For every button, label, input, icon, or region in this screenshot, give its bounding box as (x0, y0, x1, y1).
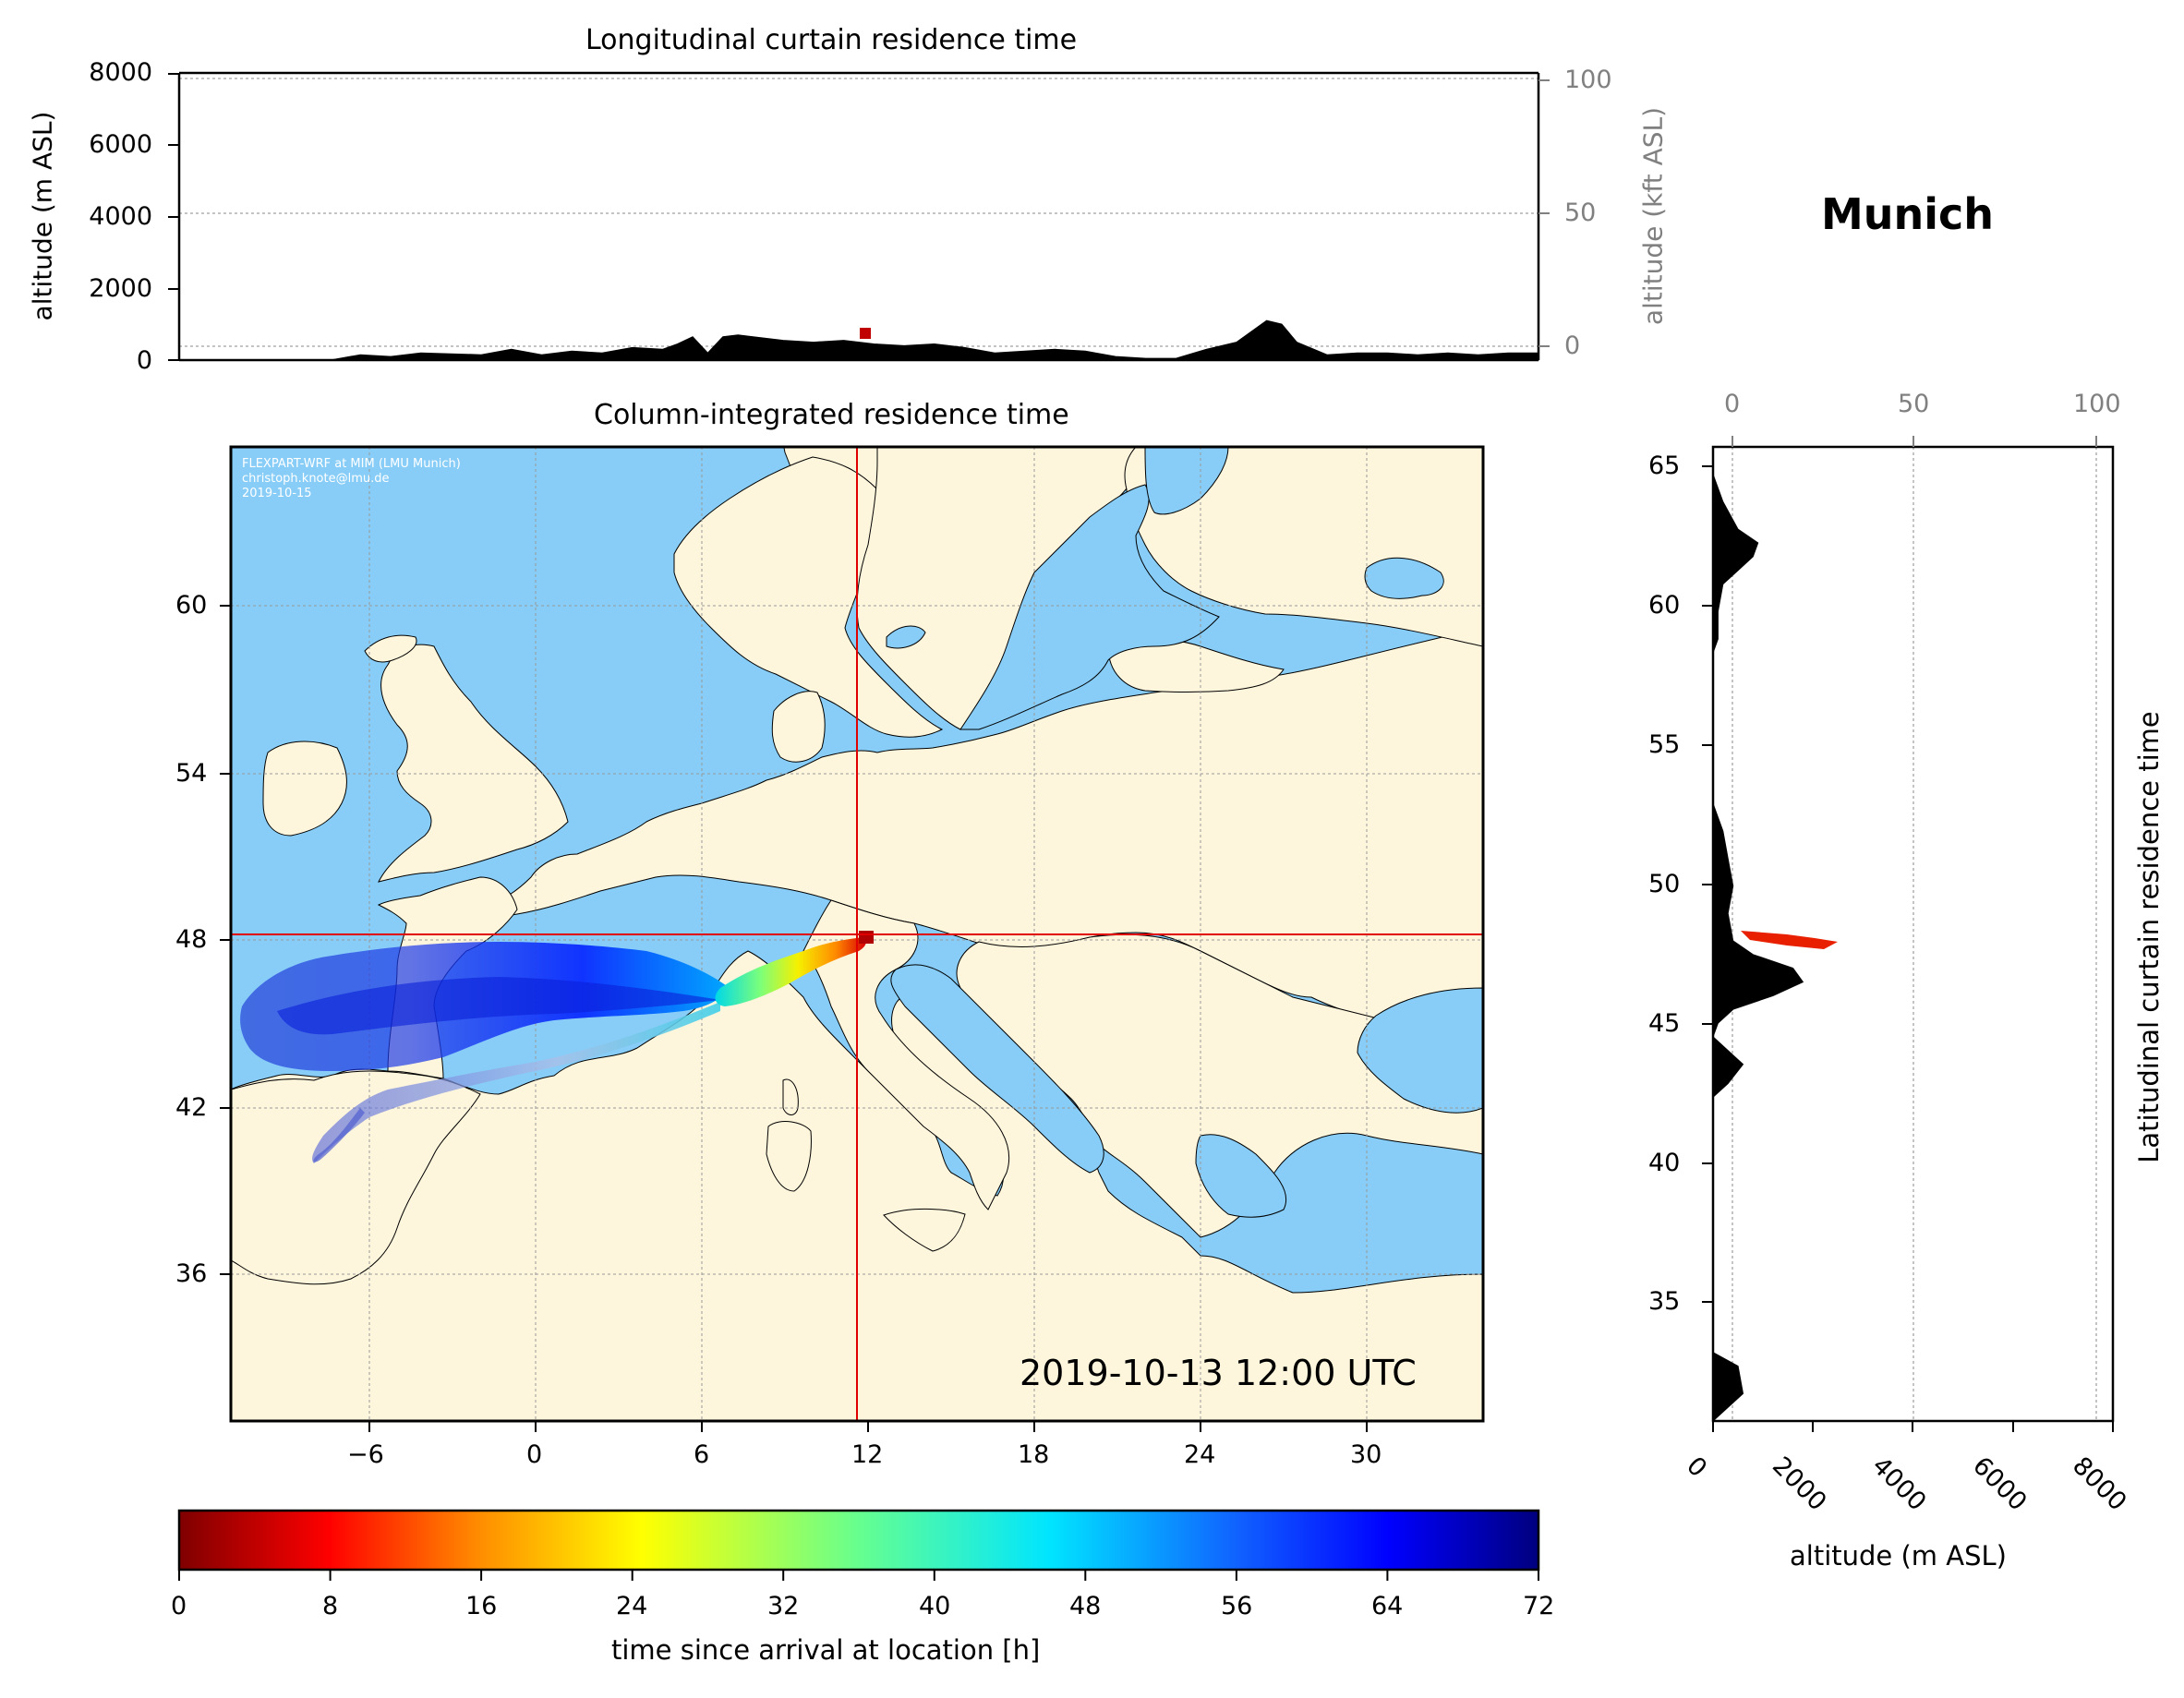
cbar-tick-0: 0 (171, 1592, 187, 1620)
top-ytick-4000: 4000 (89, 202, 152, 231)
credit-line-3: 2019-10-15 (242, 487, 312, 500)
credit-line-1: FLEXPART-WRF at MIM (LMU Munich) (242, 457, 461, 471)
baltic-sea (959, 484, 1220, 730)
right-y-ticks (1702, 465, 1713, 1303)
right-top-xtick-50: 50 (1898, 390, 1930, 418)
plume-core-band (277, 977, 720, 1035)
colorbar-label: time since arrival at location [h] (611, 1634, 1041, 1666)
map-y-ticks (220, 605, 231, 1275)
sardinia-land (766, 1121, 812, 1192)
map-xtick-24: 24 (1184, 1440, 1216, 1469)
colorbar-ticks (178, 1570, 1539, 1581)
top-terrain-area (179, 319, 1539, 361)
lake-ladoga (1364, 557, 1444, 599)
sicily-land (883, 1208, 966, 1252)
map-water-features (886, 447, 1483, 1218)
map-ytick-60: 60 (175, 591, 208, 620)
lake-vanern (886, 625, 926, 649)
top-panel (168, 71, 1550, 362)
right-plume-marker (1741, 931, 1838, 949)
top-ylabel-left: altitude (m ASL) (27, 111, 58, 321)
colorbar (177, 1509, 1540, 1581)
plume-source-marker (859, 931, 874, 944)
cbar-tick-24: 24 (616, 1592, 648, 1620)
denmark-jutland (771, 691, 826, 763)
right-ytick-45: 45 (1648, 1009, 1681, 1038)
colorbar-gradient (177, 1509, 1540, 1572)
right-xlabel: altitude (m ASL) (1790, 1540, 2007, 1572)
gulf-of-bothnia (1144, 447, 1229, 515)
cbar-tick-8: 8 (322, 1592, 339, 1620)
cbar-tick-40: 40 (919, 1592, 951, 1620)
map-ytick-36: 36 (175, 1259, 208, 1288)
credit-line-2: christoph.knote@lmu.de (242, 472, 390, 486)
right-x-ticks-bottom (1712, 1421, 2114, 1432)
top-ytick-8000: 8000 (89, 58, 152, 87)
map-xtick-12: 12 (851, 1440, 884, 1469)
cbar-tick-16: 16 (465, 1592, 498, 1620)
cbar-tick-64: 64 (1371, 1592, 1404, 1620)
right-ytick-65: 65 (1648, 452, 1681, 480)
map-ytick-48: 48 (175, 925, 208, 954)
top-ytick-6000: 6000 (89, 130, 152, 159)
map-xtick-6: 6 (694, 1440, 710, 1469)
top-rtick-100: 100 (1564, 66, 1612, 94)
plume-near-field (715, 937, 866, 1006)
right-ytick-50: 50 (1648, 870, 1681, 898)
map-credits: FLEXPART-WRF at MIM (LMU Munich) christo… (242, 457, 461, 501)
map-xtick-30: 30 (1350, 1440, 1382, 1469)
map-xtick-neg6: −6 (347, 1440, 384, 1469)
right-ytick-35: 35 (1648, 1287, 1681, 1316)
map-ytick-42: 42 (175, 1093, 208, 1122)
black-sea (1357, 987, 1483, 1114)
location-title: Munich (1821, 189, 1995, 239)
plume-iberia-tail (313, 1108, 365, 1162)
right-ytick-60: 60 (1648, 591, 1681, 620)
top-right-ticks (1538, 79, 1550, 347)
map-x-ticks (368, 1421, 1368, 1432)
plume-southern-branch (312, 1002, 720, 1163)
cbar-tick-72: 72 (1523, 1592, 1555, 1620)
top-plume-marker (860, 328, 871, 339)
cbar-tick-32: 32 (767, 1592, 800, 1620)
adriatic-sea (890, 964, 1104, 1174)
aegean-sea (1195, 1134, 1287, 1218)
british-isles-great-britain (378, 644, 569, 883)
right-panel (1702, 436, 2115, 1432)
map-xtick-0: 0 (526, 1440, 543, 1469)
top-rtick-50: 50 (1564, 199, 1597, 227)
top-rtick-0: 0 (1564, 331, 1581, 360)
map-frame (229, 445, 1485, 1423)
map-timestamp: 2019-10-13 12:00 UTC (1020, 1353, 1417, 1393)
right-ytick-40: 40 (1648, 1149, 1681, 1177)
map-xtick-18: 18 (1018, 1440, 1050, 1469)
top-ylabel-right: altitude (kft ASL) (1637, 106, 1669, 326)
right-ytick-55: 55 (1648, 730, 1681, 759)
top-panel-title: Longitudinal curtain residence time (585, 24, 1078, 56)
right-top-xtick-100: 100 (2073, 390, 2121, 418)
residence-time-plume (240, 931, 874, 1163)
british-isles-scotland-north (364, 634, 417, 663)
top-left-ticks (168, 73, 179, 361)
right-panel-title: Latitudinal curtain residence time (2133, 711, 2165, 1163)
map-panel (220, 445, 1485, 1432)
right-top-xtick-0: 0 (1724, 390, 1741, 418)
top-ytick-2000: 2000 (89, 274, 152, 303)
iberia-land (231, 1070, 481, 1285)
cbar-tick-56: 56 (1221, 1592, 1253, 1620)
cbar-tick-48: 48 (1069, 1592, 1102, 1620)
right-x-ticks-top (1732, 436, 2097, 447)
map-title: Column-integrated residence time (594, 399, 1069, 431)
map-ytick-54: 54 (175, 759, 208, 788)
british-isles-ireland (262, 741, 347, 837)
top-ytick-0: 0 (136, 346, 152, 375)
